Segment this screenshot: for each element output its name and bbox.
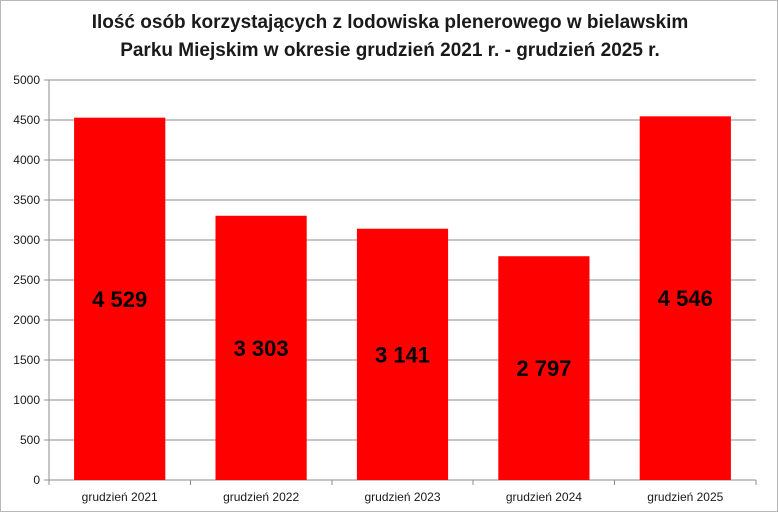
y-tick-label: 500 xyxy=(20,433,40,447)
y-tick-label: 3500 xyxy=(13,193,40,207)
bar xyxy=(498,256,590,480)
y-tick-label: 0 xyxy=(33,473,40,487)
x-category-label: grudzień 2021 xyxy=(82,490,158,504)
chart-title-line-2: Parku Miejskim w okresie grudzień 2021 r… xyxy=(120,40,660,61)
y-tick-label: 1000 xyxy=(13,393,40,407)
x-category-label: grudzień 2022 xyxy=(223,490,299,504)
y-tick-label: 1500 xyxy=(13,353,40,367)
data-label: 4 546 xyxy=(658,286,713,311)
y-tick-label: 3000 xyxy=(13,233,40,247)
x-category-label: grudzień 2023 xyxy=(364,490,440,504)
data-label: 3 141 xyxy=(375,342,430,367)
x-category-label: grudzień 2024 xyxy=(506,490,582,504)
bar xyxy=(74,117,166,481)
data-label: 2 797 xyxy=(516,356,571,381)
y-tick-label: 4000 xyxy=(13,153,40,167)
bar xyxy=(215,215,307,480)
data-label: 4 529 xyxy=(92,287,147,312)
bar xyxy=(639,116,731,480)
chart-title-line-1: Ilość osób korzystających z lodowiska pl… xyxy=(91,12,689,33)
y-tick-label: 5000 xyxy=(13,73,40,87)
y-tick-label: 2000 xyxy=(13,313,40,327)
y-tick-label: 4500 xyxy=(13,113,40,127)
bar xyxy=(356,228,449,480)
x-category-label: grudzień 2025 xyxy=(647,490,723,504)
data-label: 3 303 xyxy=(234,336,289,361)
y-tick-label: 2500 xyxy=(13,273,40,287)
